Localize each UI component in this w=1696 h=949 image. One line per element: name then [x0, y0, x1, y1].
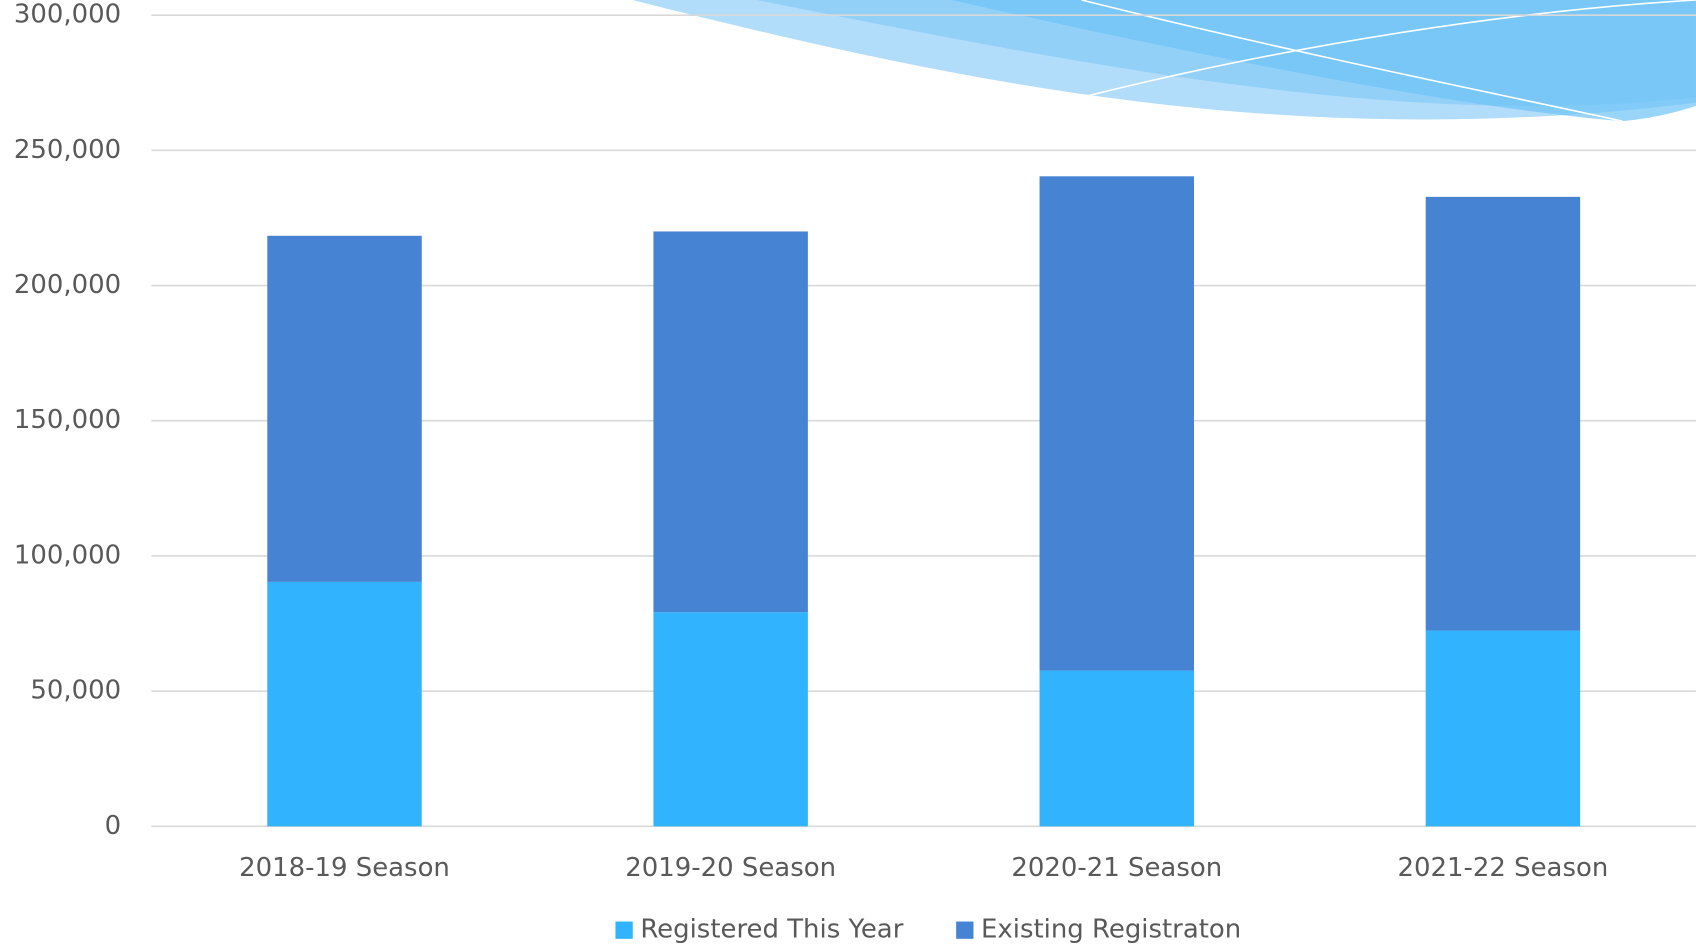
y-tick-label: 50,000: [30, 676, 121, 706]
x-tick-label: 2020-21 Season: [1011, 853, 1222, 883]
x-tick-label: 2019-20 Season: [625, 853, 836, 883]
bar-segment: [267, 581, 422, 827]
decoration: [632, 0, 1696, 122]
legend-label: Existing Registraton: [981, 915, 1241, 945]
bar-segment: [1425, 196, 1581, 631]
bar-segment: [653, 231, 808, 613]
legend-swatch: [615, 921, 633, 939]
x-tick-label: 2018-19 Season: [239, 853, 450, 883]
y-tick-label: 0: [105, 811, 122, 841]
legend-swatch: [956, 921, 974, 939]
bar-segment: [653, 612, 808, 827]
bar-segment: [267, 235, 422, 582]
legend-label: Registered This Year: [640, 915, 903, 945]
plot-area: 0 50,000 100,000 150,000 200,000 250,000 300,0…: [14, 0, 1696, 945]
bar-segment: [1039, 176, 1195, 671]
bar-segment: [1039, 670, 1195, 827]
bar-segment: [1425, 630, 1581, 827]
y-tick-label: 300,000: [14, 0, 121, 30]
y-tick-label: 250,000: [14, 135, 121, 165]
x-tick-label: 2021-22 Season: [1398, 853, 1609, 883]
y-tick-label: 150,000: [14, 405, 121, 435]
y-tick-label: 100,000: [14, 540, 121, 570]
y-tick-label: 200,000: [14, 270, 121, 300]
